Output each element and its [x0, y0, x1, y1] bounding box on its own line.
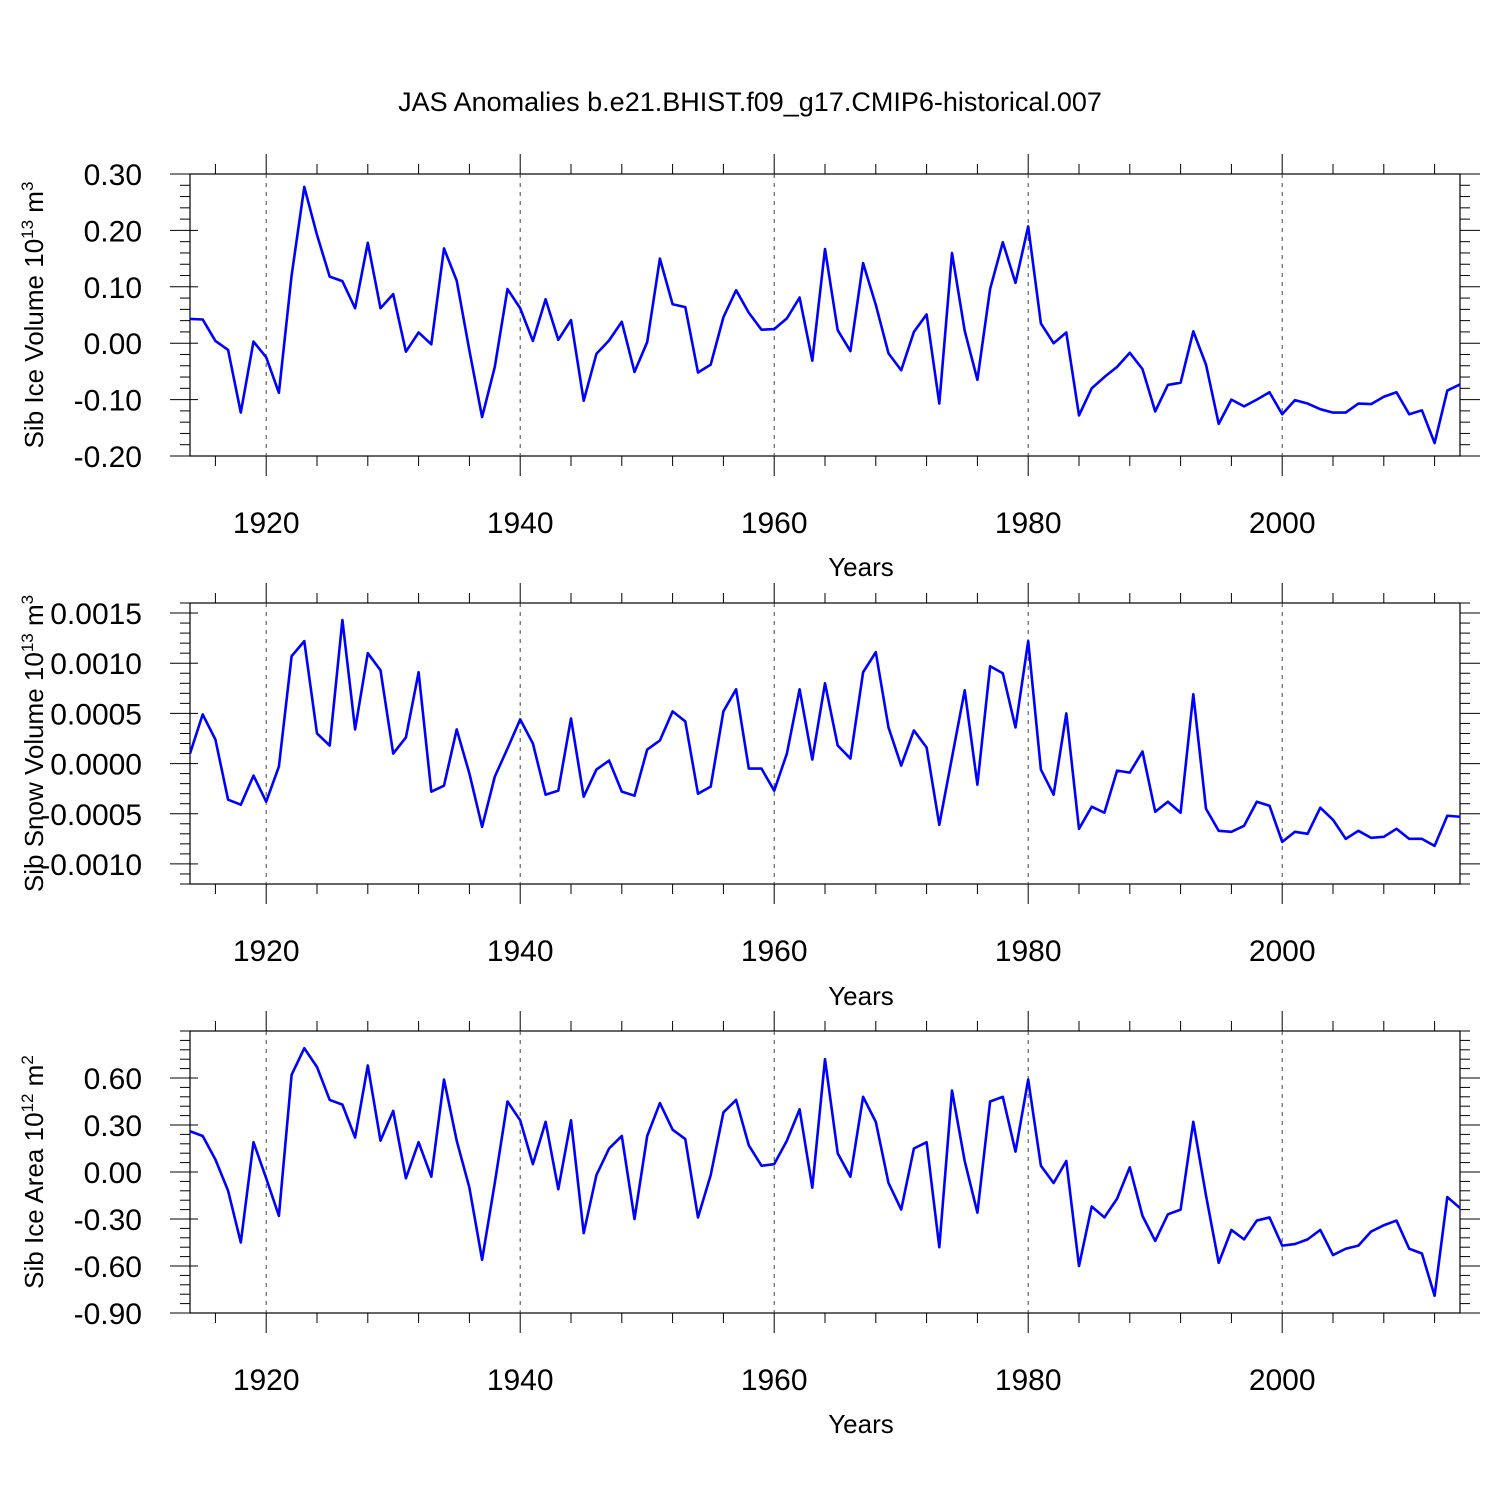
panel-2: 1920 1940 1960 1980 2000 -0.0010 -0.0005 0.0000…: [18, 583, 1480, 1011]
y-tick-label: -0.10: [74, 385, 142, 418]
panels: 1920 1940 1960 1980 2000 -0.20 -0.10 0.00 0.10 0.…: [18, 154, 1480, 1439]
y-tick-label: 0.0015: [50, 598, 142, 631]
series-line-sib-ice-volume: [190, 185, 1460, 445]
plot-frame: [189, 602, 1461, 885]
y-axis-title-unit-exponent: 2: [18, 1055, 37, 1064]
x-tick-label: 1920: [233, 507, 300, 540]
y-axis-title: Sib Ice Volume 1013 m3: [18, 182, 49, 449]
panel-3: 1920 1940 1960 1980 2000 -0.90 -0.60 -0.30 0.00 0…: [18, 1011, 1480, 1439]
y-axis-title-unit-exponent: 3: [18, 182, 37, 191]
y-axis-title-main: Sib Ice Volume 10: [19, 239, 49, 449]
y-axis-title-main: Sib Ice Area 10: [19, 1112, 49, 1288]
panel-1: 1920 1940 1960 1980 2000 -0.20 -0.10 0.00 0.10 0.…: [18, 154, 1480, 582]
y-axis-title-unit: m: [19, 604, 49, 633]
y-tick-label: -0.90: [74, 1298, 142, 1331]
y-axis-title-unit: m: [19, 191, 49, 220]
y-tick-label: 0.10: [84, 272, 142, 305]
y-axis-title-main: Sib Snow Volume 10: [19, 652, 49, 892]
y-tick-label: -0.30: [74, 1204, 142, 1237]
x-tick-label: 1920: [233, 1364, 300, 1397]
y-tick-label: -0.20: [74, 441, 142, 474]
x-tick-label: 1940: [487, 507, 554, 540]
x-tick-label: 1980: [995, 507, 1062, 540]
series-line-sib-ice-area: [190, 1046, 1460, 1298]
y-axis-title: Sib Snow Volume 1013 m3: [18, 595, 49, 892]
x-tick-label: 1940: [487, 935, 554, 968]
x-tick-label: 1980: [995, 1364, 1062, 1397]
y-tick-label: 0.30: [84, 1110, 142, 1143]
x-tick-label: 1980: [995, 935, 1062, 968]
y-axis-title-exponent: 13: [18, 220, 37, 239]
x-tick-label: 1920: [233, 935, 300, 968]
plot-frame: [189, 1030, 1461, 1314]
y-tick-label: -0.0010: [40, 849, 142, 882]
y-tick-label: 0.60: [84, 1063, 142, 1096]
x-tick-label: 1960: [741, 935, 808, 968]
y-axis-title-unit-exponent: 3: [18, 595, 37, 604]
plot-frame: [189, 173, 1461, 457]
x-tick-label: 2000: [1249, 507, 1316, 540]
x-axis-title: Years: [828, 981, 894, 1011]
x-tick-label: 2000: [1249, 1364, 1316, 1397]
y-axis-title-exponent: 13: [18, 633, 37, 652]
x-axis-title: Years: [828, 552, 894, 582]
y-axis-title-exponent: 12: [18, 1094, 37, 1113]
y-tick-label: 0.0005: [50, 698, 142, 731]
x-tick-label: 2000: [1249, 935, 1316, 968]
y-tick-label: 0.30: [84, 159, 142, 192]
y-tick-label: -0.60: [74, 1251, 142, 1284]
figure-title: JAS Anomalies b.e21.BHIST.f09_g17.CMIP6-…: [398, 87, 1102, 117]
y-tick-label: -0.0005: [40, 799, 142, 832]
y-axis-title: Sib Ice Area 1012 m2: [18, 1055, 49, 1289]
x-tick-label: 1960: [741, 507, 808, 540]
series-line-sib-snow-volume: [190, 618, 1460, 848]
y-tick-label: 0.00: [84, 1157, 142, 1190]
y-tick-label: 0.20: [84, 215, 142, 248]
x-tick-label: 1960: [741, 1364, 808, 1397]
y-tick-label: 0.00: [84, 328, 142, 361]
x-axis-title: Years: [828, 1409, 894, 1439]
x-tick-label: 1940: [487, 1364, 554, 1397]
y-tick-label: 0.0010: [50, 648, 142, 681]
y-tick-label: 0.0000: [50, 749, 142, 782]
y-axis-title-unit: m: [19, 1065, 49, 1094]
